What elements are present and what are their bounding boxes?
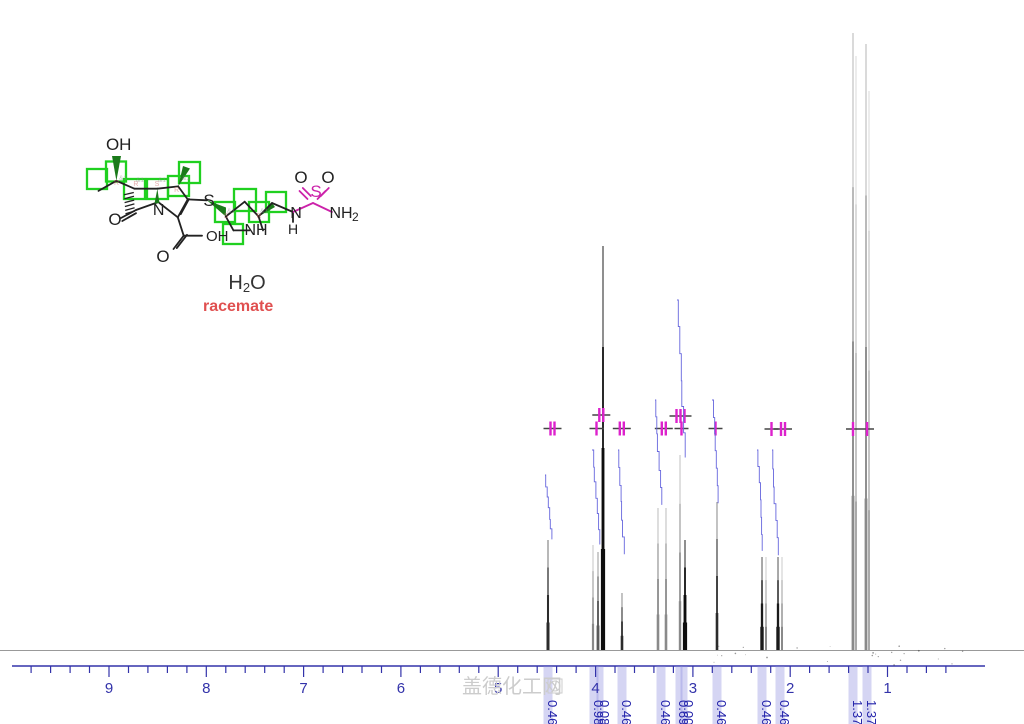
svg-text:2: 2 [786,680,794,697]
svg-text:8: 8 [202,680,210,697]
svg-text:6: 6 [397,680,405,697]
svg-text:9: 9 [105,680,113,697]
svg-text:盖德化工网: 盖德化工网 [462,675,562,698]
svg-text:0.46: 0.46 [545,700,560,724]
svg-text:0.46: 0.46 [714,700,729,724]
svg-text:3: 3 [689,680,697,697]
svg-text:1.37: 1.37 [850,700,865,724]
svg-text:0.08: 0.08 [597,700,612,724]
svg-text:1.37: 1.37 [864,700,879,724]
svg-text:0.46: 0.46 [777,700,792,724]
svg-text:4: 4 [591,680,599,697]
svg-text:0.46: 0.46 [619,700,634,724]
svg-text:7: 7 [299,680,307,697]
svg-text:0.46: 0.46 [658,700,673,724]
svg-text:1: 1 [883,680,891,697]
svg-text:0.00: 0.00 [681,700,696,724]
svg-text:0.46: 0.46 [759,700,774,724]
